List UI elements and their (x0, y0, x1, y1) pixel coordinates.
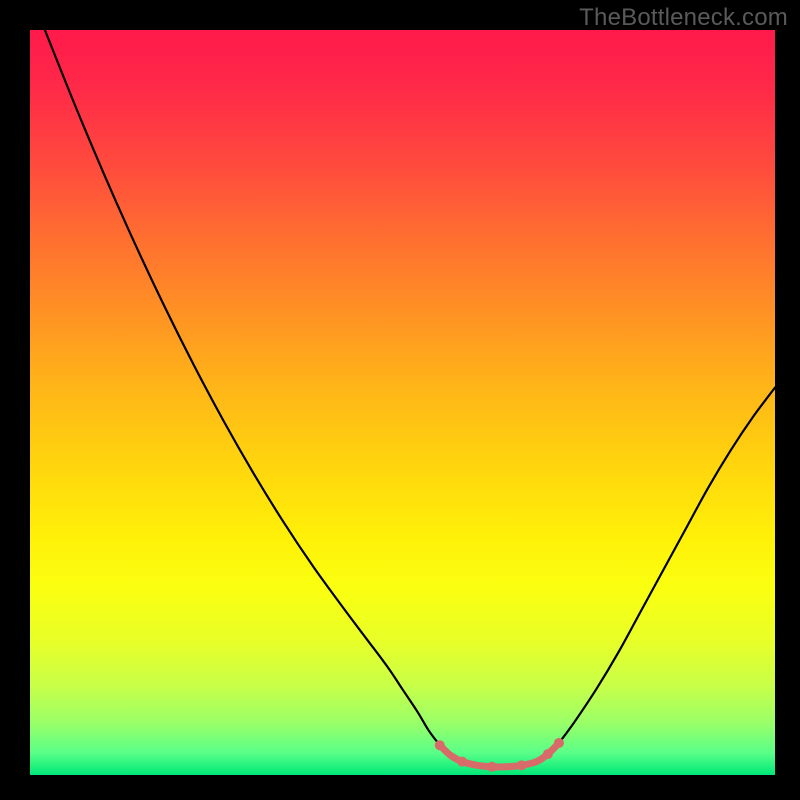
plot-area (30, 30, 775, 775)
watermark-text: TheBottleneck.com (579, 4, 788, 32)
curve-marker (487, 762, 497, 772)
curve-marker (554, 738, 564, 748)
gradient-background (30, 30, 775, 775)
curve-marker (457, 757, 467, 767)
curve-marker (435, 740, 445, 750)
chart-frame: TheBottleneck.com (0, 0, 800, 800)
curve-marker (543, 749, 553, 759)
curve-marker (517, 760, 527, 770)
